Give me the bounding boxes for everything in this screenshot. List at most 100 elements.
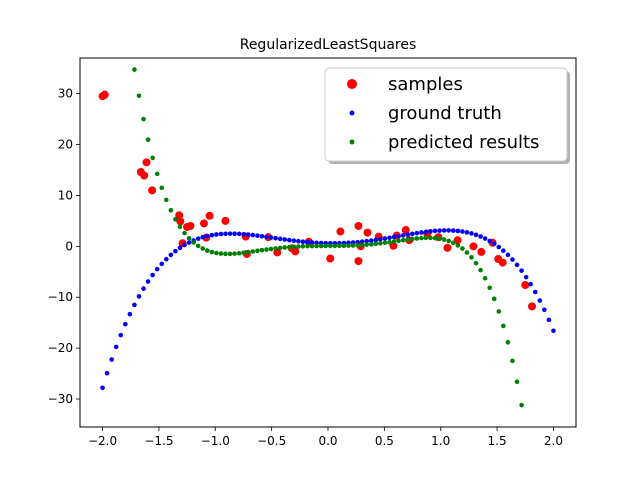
y-tick-label: 0 bbox=[65, 239, 73, 253]
predicted-results-point bbox=[150, 155, 155, 161]
predicted-results-point bbox=[227, 251, 233, 257]
ground-truth-point bbox=[428, 229, 433, 234]
predicted-results-point bbox=[300, 244, 306, 249]
x-tick-label: 1.0 bbox=[431, 434, 450, 448]
predicted-results-point bbox=[159, 185, 165, 191]
predicted-results-point bbox=[273, 246, 278, 251]
ground-truth-point bbox=[255, 233, 260, 238]
predicted-results-point bbox=[268, 246, 274, 252]
ground-truth-point bbox=[241, 231, 247, 237]
legend-marker-samples bbox=[347, 79, 357, 89]
ground-truth-point bbox=[309, 240, 315, 245]
ground-truth-point bbox=[387, 235, 392, 241]
predicted-results-point bbox=[355, 242, 360, 248]
samples-point bbox=[336, 227, 345, 236]
predicted-results-point bbox=[378, 241, 383, 246]
predicted-results-point bbox=[245, 249, 251, 255]
ground-truth-point bbox=[409, 231, 415, 237]
ground-truth-point bbox=[364, 238, 370, 244]
predicted-results-point bbox=[250, 249, 256, 254]
ground-truth-point bbox=[296, 238, 301, 244]
ground-truth-point bbox=[501, 248, 506, 254]
ground-truth-point bbox=[378, 236, 383, 242]
ground-truth-point bbox=[505, 252, 511, 258]
predicted-results-point bbox=[318, 243, 324, 249]
ground-truth-point bbox=[551, 328, 556, 334]
predicted-results-point bbox=[255, 248, 260, 254]
ground-truth-point bbox=[491, 241, 497, 247]
ground-truth-point bbox=[113, 344, 119, 350]
legend-label-predicted-results: predicted results bbox=[388, 132, 539, 153]
predicted-results-point bbox=[514, 379, 520, 385]
predicted-results-point bbox=[177, 224, 183, 230]
predicted-results-point bbox=[432, 235, 438, 241]
predicted-results-point bbox=[409, 236, 415, 242]
predicted-results-point bbox=[218, 251, 224, 256]
samples-point bbox=[363, 228, 372, 237]
predicted-results-point bbox=[337, 243, 342, 249]
x-tick-label: 0.0 bbox=[318, 434, 337, 448]
samples-point bbox=[354, 257, 363, 266]
predicted-results-point bbox=[373, 241, 379, 247]
ground-truth-point bbox=[205, 233, 210, 239]
ground-truth-point bbox=[391, 234, 397, 240]
legend: samples ground truth predicted results bbox=[324, 67, 570, 164]
predicted-results-point bbox=[327, 243, 333, 249]
ground-truth-point bbox=[168, 252, 174, 258]
predicted-results-point bbox=[460, 246, 465, 251]
ground-truth-point bbox=[414, 230, 420, 236]
samples-point bbox=[175, 211, 184, 220]
y-tick-label: −30 bbox=[48, 392, 73, 406]
samples-point bbox=[186, 221, 195, 230]
predicted-results-point bbox=[414, 236, 420, 241]
samples-point bbox=[401, 226, 410, 235]
samples-point bbox=[498, 258, 507, 267]
ground-truth-point bbox=[141, 286, 146, 291]
ground-truth-point bbox=[123, 321, 128, 327]
predicted-results-point bbox=[154, 171, 160, 177]
x-tick-label: 0.5 bbox=[375, 434, 394, 448]
ground-truth-point bbox=[214, 232, 219, 237]
chart-title: RegularizedLeastSquares bbox=[240, 37, 417, 53]
ground-truth-point bbox=[469, 231, 474, 236]
predicted-results-point bbox=[391, 239, 397, 244]
predicted-results-point bbox=[437, 236, 442, 241]
legend-box bbox=[324, 67, 568, 162]
ground-truth-point bbox=[164, 256, 169, 262]
predicted-results-point bbox=[505, 340, 511, 345]
predicted-results-point bbox=[205, 248, 210, 253]
predicted-results-point bbox=[364, 242, 370, 247]
predicted-results-point bbox=[223, 251, 228, 257]
ground-truth-point bbox=[450, 228, 456, 233]
x-tick-label: −0.5 bbox=[257, 434, 286, 448]
ground-truth-point bbox=[236, 231, 242, 237]
predicted-results-point bbox=[259, 247, 265, 253]
ground-truth-point bbox=[482, 236, 488, 241]
ground-truth-point bbox=[496, 244, 502, 250]
predicted-results-point bbox=[282, 245, 288, 250]
samples-point bbox=[453, 236, 462, 245]
ground-truth-point bbox=[537, 298, 543, 303]
ground-truth-point bbox=[441, 228, 447, 233]
ground-truth-point bbox=[423, 229, 429, 235]
ground-truth-point bbox=[145, 279, 151, 284]
ground-truth-point bbox=[432, 228, 438, 234]
ground-truth-point bbox=[359, 239, 365, 244]
y-tick-label: −10 bbox=[48, 290, 73, 304]
samples-point bbox=[148, 186, 157, 195]
predicted-results-point bbox=[200, 246, 206, 251]
predicted-results-point bbox=[164, 197, 169, 203]
samples-point bbox=[528, 302, 537, 311]
predicted-results-point bbox=[510, 358, 515, 364]
predicted-results-point bbox=[291, 244, 297, 250]
ground-truth-point bbox=[464, 230, 470, 235]
predicted-results-point bbox=[286, 244, 292, 250]
predicted-results-point bbox=[473, 260, 479, 266]
samples-point bbox=[477, 247, 486, 256]
predicted-results-point bbox=[305, 243, 310, 249]
ground-truth-point bbox=[186, 240, 192, 245]
ground-truth-point bbox=[100, 385, 105, 391]
ground-truth-point bbox=[478, 234, 483, 239]
ground-truth-point bbox=[182, 242, 187, 248]
